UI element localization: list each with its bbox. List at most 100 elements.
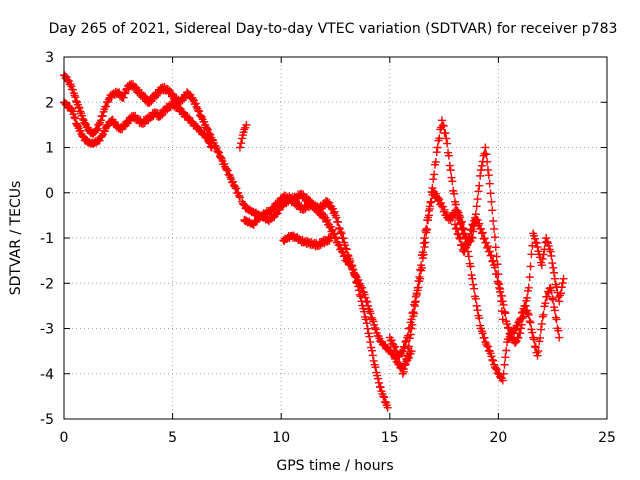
data-point [410, 302, 419, 311]
data-point [400, 361, 409, 370]
y-tick-label: 2 [45, 95, 54, 111]
y-tick-label: 1 [45, 141, 54, 157]
data-point [483, 242, 492, 251]
data-point [321, 196, 330, 205]
data-point [453, 229, 462, 238]
data-point [391, 342, 400, 351]
data-point [445, 161, 454, 170]
data-point [469, 280, 478, 289]
data-point [102, 102, 111, 111]
data-point [480, 234, 489, 243]
data-point [504, 324, 513, 333]
data-point [435, 134, 444, 143]
data-point [70, 91, 79, 100]
data-point [516, 329, 525, 338]
y-tick-label: -4 [40, 367, 54, 383]
data-point [465, 233, 474, 242]
data-point [421, 226, 430, 235]
data-point [476, 171, 485, 180]
data-point [405, 334, 414, 343]
data-point [356, 292, 365, 301]
data-point [371, 323, 380, 332]
data-point [543, 237, 552, 246]
data-point [422, 224, 431, 233]
data-point [68, 85, 77, 94]
data-point [538, 254, 547, 263]
data-point [493, 277, 502, 286]
data-point [78, 114, 87, 123]
data-point [470, 284, 479, 293]
data-point [374, 374, 383, 383]
data-point [533, 351, 542, 360]
data-point [184, 89, 193, 98]
data-point [498, 297, 507, 306]
data-point [398, 347, 407, 356]
data-point [147, 112, 156, 121]
data-point [134, 85, 143, 94]
data-point [550, 274, 559, 283]
data-point [437, 198, 446, 207]
data-point [496, 284, 505, 293]
y-tick-label: -2 [40, 276, 54, 292]
data-point [71, 114, 80, 123]
data-point [546, 247, 555, 256]
data-point [407, 315, 416, 324]
data-point [501, 309, 510, 318]
data-point [492, 270, 501, 279]
data-point [452, 224, 461, 233]
data-point [205, 138, 214, 147]
data-point [237, 139, 246, 148]
data-point [447, 173, 456, 182]
data-point [455, 211, 464, 220]
data-point [452, 207, 461, 216]
data-point [524, 310, 533, 319]
data-point [374, 378, 383, 387]
data-point [215, 148, 224, 157]
data-point [488, 206, 497, 215]
data-point [499, 369, 508, 378]
data-point [163, 85, 172, 94]
data-point [478, 329, 487, 338]
data-point [235, 191, 244, 200]
data-point [418, 248, 427, 257]
data-point [533, 243, 542, 252]
data-point [495, 283, 504, 292]
data-point [355, 290, 364, 299]
data-point [400, 343, 409, 352]
data-point [477, 161, 486, 170]
data-point [330, 207, 339, 216]
data-point [519, 312, 528, 321]
data-point [363, 324, 372, 333]
data-point [366, 338, 375, 347]
y-axis-label: SDTVAR / TECUs [8, 181, 24, 296]
data-point [506, 329, 515, 338]
data-point [497, 291, 506, 300]
data-point [161, 107, 170, 116]
data-point [503, 319, 512, 328]
data-point [70, 113, 79, 122]
data-point [239, 200, 248, 209]
data-point [440, 205, 449, 214]
data-point [477, 224, 486, 233]
data-point [341, 244, 350, 253]
data-point [295, 200, 304, 209]
data-point [460, 247, 469, 256]
data-point [93, 124, 102, 133]
data-point [403, 351, 412, 360]
y-tick-label: 0 [45, 186, 54, 202]
data-point [325, 198, 334, 207]
data-point [383, 403, 392, 412]
data-point [487, 251, 496, 260]
data-point [203, 125, 212, 134]
data-point [531, 238, 540, 247]
data-point [534, 347, 543, 356]
data-point [483, 157, 492, 166]
data-point [398, 369, 407, 378]
data-point [439, 121, 448, 130]
data-point [448, 177, 457, 186]
data-point [489, 216, 498, 225]
data-point [500, 307, 509, 316]
data-point [472, 202, 481, 211]
x-axis-label: GPS time / hours [276, 458, 393, 474]
